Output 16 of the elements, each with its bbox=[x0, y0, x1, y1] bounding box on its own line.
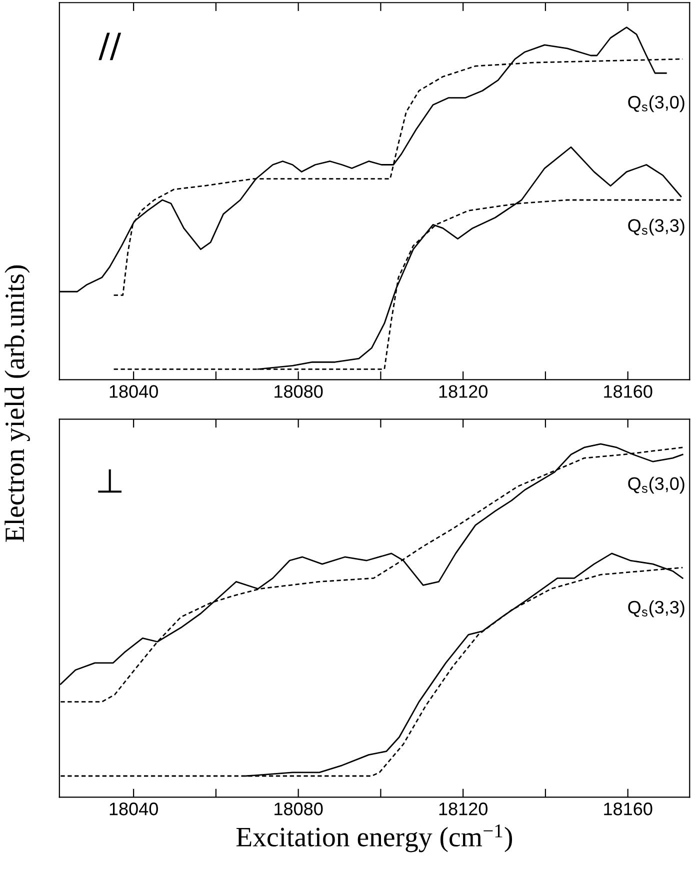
x-axis-title: Excitation energy (cm$^{−1}$) bbox=[236, 824, 512, 852]
x-tick-label: 18080 bbox=[274, 385, 323, 398]
series-label: Q$_{s}$(3,0) bbox=[628, 476, 684, 494]
x-tick-label: 18120 bbox=[439, 385, 488, 398]
x-tick-label: 18080 bbox=[274, 802, 323, 816]
x-tick-label: 18040 bbox=[110, 802, 158, 816]
x-tick-label: 18160 bbox=[604, 802, 652, 816]
annotation: ⊥ bbox=[98, 469, 122, 493]
series-label: Q$_{s}$(3,3) bbox=[628, 600, 684, 618]
annotation: // bbox=[98, 32, 122, 60]
x-tick-label: 18160 bbox=[604, 385, 652, 398]
x-tick-label: 18040 bbox=[110, 385, 158, 398]
y-axis-title: Electron yield (arb.units) bbox=[4, 265, 30, 542]
series-label: Q$_{s}$(3,0) bbox=[628, 95, 684, 112]
x-tick-label: 18120 bbox=[439, 802, 488, 816]
series-label: Q$_{s}$(3,3) bbox=[628, 218, 684, 236]
